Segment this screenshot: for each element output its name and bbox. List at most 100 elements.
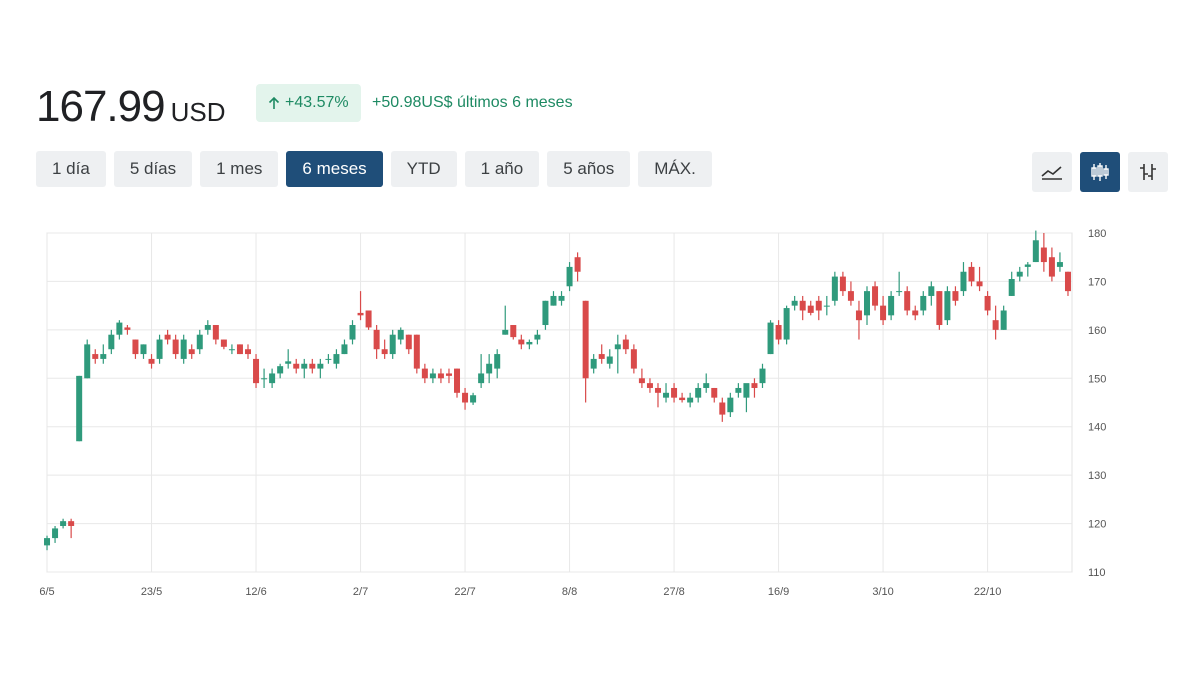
- candle-body: [1040, 247, 1047, 263]
- candle-body: [285, 361, 292, 364]
- candle-body: [888, 295, 895, 316]
- candle-body: [630, 349, 637, 369]
- candle-body: [413, 334, 420, 369]
- chart-type-buttons: [1032, 152, 1168, 192]
- candle-body: [936, 291, 943, 326]
- candle-body: [976, 281, 983, 287]
- candle-body: [646, 383, 653, 388]
- candle-body: [397, 329, 404, 340]
- candle-body: [719, 402, 726, 415]
- candle-body: [823, 305, 830, 307]
- x-tick-label: 6/5: [39, 586, 54, 598]
- candle-body: [542, 300, 549, 326]
- candle-body: [124, 327, 131, 330]
- candle-body: [389, 334, 396, 355]
- candle-body: [735, 387, 742, 393]
- candle-chart-button[interactable]: [1080, 152, 1120, 192]
- candle-body: [912, 310, 919, 316]
- y-tick-label: 160: [1088, 325, 1106, 337]
- range-button[interactable]: 6 meses: [286, 151, 383, 187]
- line-chart-button[interactable]: [1032, 152, 1072, 192]
- candle-body: [244, 349, 251, 355]
- candle-body: [598, 354, 605, 359]
- candle-body: [510, 325, 517, 338]
- candle-body: [1008, 279, 1015, 296]
- candle-body: [558, 295, 565, 301]
- candle-body: [76, 375, 83, 442]
- candle-body: [357, 312, 364, 316]
- range-buttons: 1 día 5 días 1 mes 6 meses YTD 1 año 5 años MÁX…: [36, 151, 712, 187]
- x-tick-label: 22/7: [454, 586, 475, 598]
- candle-body: [180, 339, 187, 359]
- change-period: últimos 6 meses: [456, 94, 573, 111]
- candle-body: [454, 368, 461, 393]
- candle-body: [606, 356, 613, 364]
- candle-body: [751, 383, 758, 388]
- candle-body: [502, 329, 509, 335]
- candle-body: [518, 339, 525, 345]
- candle-body: [60, 521, 67, 526]
- candle-body: [333, 354, 340, 364]
- candle-body: [1000, 310, 1007, 330]
- range-button[interactable]: 5 años: [547, 151, 631, 187]
- candle-body: [574, 257, 581, 272]
- candle-body: [799, 300, 806, 311]
- candle-body: [164, 334, 171, 340]
- candle-body: [687, 397, 694, 403]
- candle-body: [52, 528, 59, 539]
- candle-body: [1016, 271, 1023, 277]
- range-button[interactable]: MÁX.: [638, 151, 712, 187]
- candle-body: [236, 344, 243, 355]
- candle-body: [108, 334, 115, 350]
- candle-body: [638, 378, 645, 384]
- x-tick-label: 2/7: [353, 586, 368, 598]
- candle-body: [815, 300, 822, 311]
- candle-body: [880, 305, 887, 321]
- candle-body: [470, 395, 477, 403]
- candle-body: [196, 334, 203, 350]
- candle-body: [92, 354, 99, 359]
- candle-body: [663, 392, 670, 398]
- price: 167.99: [36, 82, 166, 131]
- change-value: +50.98: [372, 94, 422, 111]
- candle-body: [325, 358, 332, 360]
- y-tick-label: 120: [1088, 519, 1106, 531]
- x-tick-label: 27/8: [663, 586, 684, 598]
- range-button[interactable]: 1 mes: [200, 151, 279, 187]
- y-tick-label: 130: [1088, 470, 1106, 482]
- ohlc-chart-button[interactable]: [1128, 152, 1168, 192]
- range-button[interactable]: YTD: [390, 151, 457, 187]
- candle-body: [550, 295, 557, 306]
- candle-body: [156, 339, 163, 359]
- candle-body: [767, 322, 774, 355]
- candle-body: [462, 392, 469, 403]
- up-arrow: [268, 96, 280, 109]
- candle-body: [904, 291, 911, 311]
- candle-body: [445, 373, 452, 376]
- candle-body: [839, 276, 846, 292]
- candle-body: [759, 368, 766, 384]
- candle-body: [944, 291, 951, 321]
- candle-body: [277, 366, 284, 374]
- candle-body: [968, 266, 975, 282]
- candle-body: [341, 344, 348, 355]
- x-tick-label: 22/10: [974, 586, 1002, 598]
- range-button[interactable]: 1 año: [464, 151, 540, 187]
- y-tick-label: 140: [1088, 422, 1106, 434]
- candle-body: [421, 368, 428, 379]
- candle-body: [317, 363, 324, 369]
- candle-body: [831, 276, 838, 301]
- candle-body: [727, 397, 734, 413]
- candle-body: [68, 521, 75, 526]
- candle-body: [614, 344, 621, 350]
- candle-body: [494, 354, 501, 369]
- candle-body: [896, 291, 903, 293]
- range-button[interactable]: 5 días: [113, 151, 193, 187]
- range-button[interactable]: 1 día: [36, 151, 106, 187]
- change-absolute: +50.98US$ últimos 6 meses: [372, 94, 573, 112]
- candle-body: [486, 363, 493, 374]
- candle-body: [952, 291, 959, 301]
- y-tick-label: 170: [1088, 276, 1106, 288]
- candle-body: [212, 325, 219, 340]
- candle-body: [783, 308, 790, 340]
